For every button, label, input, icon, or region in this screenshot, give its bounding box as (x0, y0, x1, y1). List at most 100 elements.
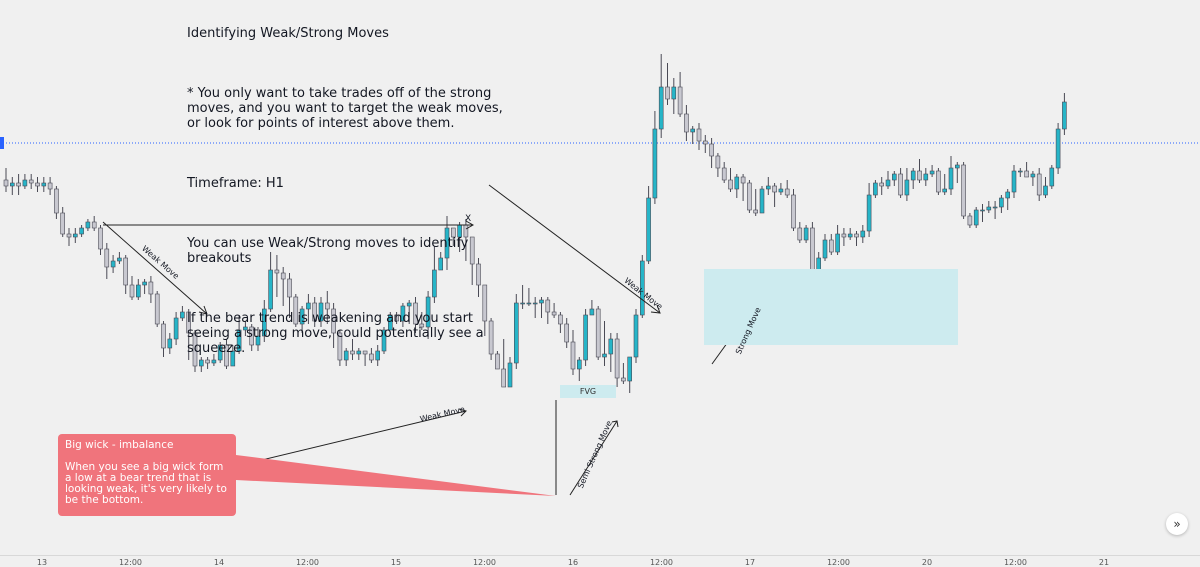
candle-bull (589, 308, 595, 316)
notes-title: Identifying Weak/Strong Moves (187, 26, 389, 41)
time-axis: 13 12:00 14 12:00 15 12:00 16 12:00 17 12:00 20 12:… (0, 555, 1200, 567)
candle-bear (961, 164, 966, 217)
candle-bear (148, 281, 154, 295)
candle-bull (873, 182, 878, 196)
candle-bull (299, 308, 305, 325)
candle-bear (677, 86, 683, 115)
candle-bear (696, 128, 702, 142)
candle-bull (507, 362, 513, 388)
candle-bear (66, 233, 72, 238)
candle-bear (312, 302, 318, 322)
candle-bear (740, 176, 746, 184)
candle-bear (413, 302, 418, 325)
candle-bull (923, 173, 929, 181)
candle-bear (879, 182, 885, 187)
candle-bear (324, 302, 330, 310)
candle-bull (847, 233, 853, 238)
candle-bull (891, 173, 897, 181)
candle-bull (142, 281, 147, 286)
x-tick-label: 14 (213, 558, 225, 567)
candle-bear (728, 179, 733, 190)
candle-bull (1011, 170, 1017, 193)
candle-bull (425, 296, 431, 328)
candle-bear (205, 359, 210, 364)
candle-bear (967, 215, 973, 226)
candle-bull (343, 350, 349, 361)
candle-bear (791, 194, 796, 229)
candle-bull (860, 230, 866, 238)
candle-bull (671, 86, 677, 100)
candle-bull (986, 206, 992, 211)
candle-bull (406, 302, 412, 307)
candle-bear (614, 338, 620, 379)
candle-bull (954, 164, 960, 169)
candle-bull (85, 221, 91, 229)
candle-bull (690, 128, 696, 133)
candle-bull (217, 344, 223, 361)
candle-bear (841, 233, 847, 238)
candle-bear (28, 179, 34, 184)
candle-bull (904, 179, 910, 196)
candle-bull (199, 359, 204, 367)
candle-bull (526, 302, 532, 305)
candle-bull (646, 197, 651, 262)
x-tick-label: 21 (1098, 558, 1110, 567)
candle-bull (973, 209, 979, 226)
candle-bull (583, 314, 588, 361)
candle-bear (621, 377, 626, 382)
candle-bull (79, 227, 84, 235)
candle-bear (161, 323, 166, 349)
candle-bull (117, 257, 122, 262)
candle-bull (576, 359, 582, 370)
candle-bull (375, 350, 381, 361)
weak-move-arrow-1-head (198, 305, 208, 315)
candle-bear (16, 182, 21, 187)
candle-bear (482, 284, 488, 322)
candle-bear (192, 332, 198, 367)
candle-bull (1030, 173, 1036, 178)
x-tick-label: 15 (390, 558, 402, 567)
candle-bull (1049, 167, 1055, 187)
candle-bull (520, 302, 525, 305)
candle-bull (387, 314, 393, 331)
candle-bull (639, 260, 645, 316)
candle-bull (167, 338, 173, 349)
candle-bear (337, 332, 343, 361)
candle-bear (293, 296, 299, 325)
candle-bull (306, 302, 311, 310)
candle-bear (394, 314, 399, 322)
candle-bull (885, 179, 891, 187)
candle-bear (570, 341, 576, 370)
x-tick-label: 13 (36, 558, 48, 567)
candle-bear (797, 227, 803, 241)
candle-bull (1055, 128, 1061, 169)
candle-bull (803, 227, 809, 241)
candle-bull (444, 227, 450, 259)
candle-bear (419, 323, 425, 328)
candle-bull (759, 188, 765, 214)
label-x-mark: X (465, 214, 472, 224)
candle-bull (1043, 185, 1048, 196)
candle-bear (186, 311, 191, 334)
candle-bear (702, 140, 708, 145)
candle-bear (828, 239, 834, 253)
candle-bear (753, 209, 759, 214)
candle-bear (665, 86, 670, 100)
candle-bear (1024, 170, 1029, 178)
candle-bull (400, 305, 406, 322)
candle-bear (450, 227, 456, 238)
candle-bull (765, 185, 771, 190)
candle-bear (331, 308, 336, 334)
candles-group (3, 54, 1067, 393)
candle-bear (715, 155, 721, 169)
x-tick-label: 20 (921, 558, 933, 567)
candle-bear (898, 173, 903, 196)
notes-line-4: If the bear trend is weakening and you s… (187, 311, 484, 356)
candle-bear (936, 170, 941, 193)
candle-bull (513, 302, 519, 364)
candle-bull (41, 182, 47, 187)
notes-line-3: You can use Weak/Strong moves to identif… (187, 236, 469, 266)
semi-strong-arrow (569, 420, 618, 496)
scroll-to-end-button[interactable]: » (1166, 513, 1188, 535)
